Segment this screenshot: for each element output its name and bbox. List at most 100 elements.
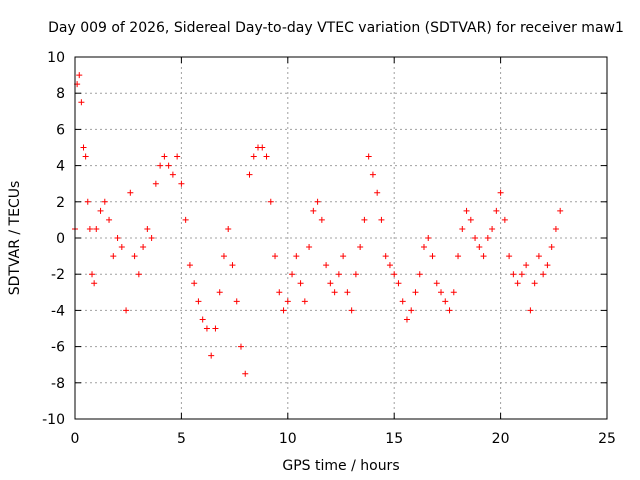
data-point [91, 280, 98, 287]
data-point [272, 253, 279, 260]
data-point [369, 171, 376, 178]
data-point [484, 235, 491, 241]
data-point [114, 235, 121, 241]
data-point [557, 207, 564, 214]
data-point [174, 153, 181, 160]
data-point [493, 207, 500, 214]
data-point [140, 244, 147, 251]
data-point [135, 271, 142, 278]
data-point [148, 235, 155, 241]
data-point [76, 72, 83, 79]
data-point [182, 216, 189, 223]
data-point [365, 153, 372, 160]
data-point [480, 253, 487, 260]
data-point [237, 343, 244, 350]
data-point [403, 316, 410, 323]
data-point [216, 289, 223, 296]
data-point [412, 289, 419, 296]
x-axis-title: GPS time / hours [282, 458, 399, 474]
data-point [220, 253, 227, 260]
data-point [535, 253, 542, 260]
y-tick-label: 4 [56, 159, 65, 175]
data-point [199, 316, 206, 323]
data-point [203, 325, 210, 332]
data-point [335, 271, 342, 278]
data-point [89, 271, 96, 278]
data-point [344, 289, 351, 296]
data-series-sdtvar [72, 72, 564, 377]
data-point [523, 262, 530, 269]
data-point [186, 262, 193, 269]
data-point [242, 370, 249, 377]
data-point [225, 225, 232, 232]
data-point [276, 289, 283, 296]
data-point [152, 180, 159, 187]
data-point [86, 225, 93, 232]
y-tick-label: -4 [51, 303, 65, 319]
data-point [233, 298, 240, 305]
data-point [118, 244, 125, 251]
data-point [472, 235, 479, 241]
data-point [352, 271, 359, 278]
data-point [263, 153, 270, 160]
data-point [123, 307, 130, 314]
data-point [191, 280, 198, 287]
data-point [386, 262, 393, 269]
data-point [327, 280, 334, 287]
y-tick-label: -6 [51, 340, 65, 356]
data-point [169, 171, 176, 178]
data-point [310, 207, 317, 214]
data-point [246, 171, 253, 178]
data-point [416, 271, 423, 278]
y-tick-label: -8 [51, 376, 65, 392]
data-point [514, 280, 521, 287]
data-point [178, 180, 185, 187]
data-point [306, 244, 313, 251]
y-tick-label: 0 [56, 231, 65, 247]
data-point [323, 262, 330, 269]
data-point [531, 280, 538, 287]
data-point [506, 253, 513, 260]
data-point [438, 289, 445, 296]
data-point [165, 162, 172, 169]
data-point [131, 253, 138, 260]
data-point [101, 198, 108, 205]
x-axis-ticks: 0 5 10 15 20 25 [71, 57, 616, 447]
data-point [510, 271, 517, 278]
data-point [476, 244, 483, 251]
x-tick-label: 0 [71, 431, 80, 447]
data-point [357, 244, 364, 251]
data-point [250, 153, 257, 160]
data-point [378, 216, 385, 223]
data-point [80, 144, 87, 151]
data-point [208, 352, 215, 359]
data-point [374, 189, 381, 196]
data-point [446, 307, 453, 314]
data-point [318, 216, 325, 223]
data-point [361, 216, 368, 223]
y-tick-label: 2 [56, 195, 65, 211]
data-point [527, 307, 534, 314]
data-point [548, 244, 555, 251]
data-point [459, 225, 466, 232]
data-point [420, 244, 427, 251]
grid [75, 57, 607, 419]
data-point [84, 198, 91, 205]
data-point [540, 271, 547, 278]
data-point [501, 216, 508, 223]
x-tick-label: 20 [492, 431, 510, 447]
data-point [331, 289, 338, 296]
data-point [289, 271, 296, 278]
data-point [455, 253, 462, 260]
data-point [497, 189, 504, 196]
data-point [467, 216, 474, 223]
y-axis-ticks: -10 -8 -6 -4 -2 0 2 4 6 8 10 [42, 50, 607, 428]
data-point [157, 162, 164, 169]
data-point [348, 307, 355, 314]
data-point [297, 280, 304, 287]
data-point [161, 153, 168, 160]
data-point [408, 307, 415, 314]
data-point [82, 153, 89, 160]
data-point [280, 307, 287, 314]
x-tick-label: 10 [279, 431, 297, 447]
